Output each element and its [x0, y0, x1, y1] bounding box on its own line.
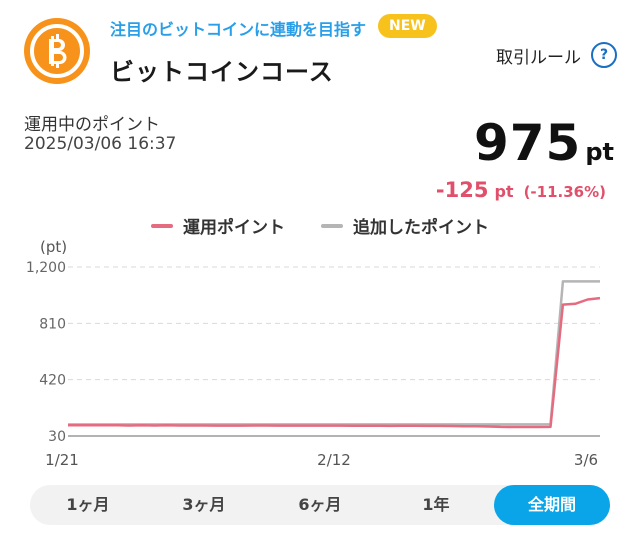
bitcoin-icon — [24, 18, 90, 84]
x-tick-label: 3/6 — [574, 451, 598, 469]
trading-rules-link[interactable]: 取引ルール ? — [496, 42, 617, 68]
trading-rules-label: 取引ルール — [496, 47, 581, 68]
change-unit: pt — [494, 182, 514, 201]
help-icon[interactable]: ? — [591, 42, 617, 68]
series-line-added — [68, 280, 600, 426]
y-tick-label: 1,200 — [26, 260, 66, 276]
legend-item-operating: 運用ポイント — [151, 213, 285, 238]
period-selector: 1ヶ月 3ヶ月 6ヶ月 1年 全期間 — [30, 485, 610, 525]
points-number: 975 — [473, 114, 582, 172]
points-label: 運用中のポイント — [24, 115, 160, 135]
change-percent: (-11.36%) — [523, 183, 606, 201]
points-line-chart: (pt) 1,200 810 420 30 1/21 2/12 3/6 — [26, 238, 601, 469]
y-tick-label: 30 — [48, 429, 66, 445]
x-tick-label: 1/21 — [45, 451, 79, 469]
tab-1-month[interactable]: 1ヶ月 — [66, 495, 110, 514]
legend-swatch-operating — [151, 223, 173, 228]
legend-item-added: 追加したポイント — [321, 213, 489, 238]
change-value: -125 — [435, 178, 489, 202]
new-badge: NEW — [378, 14, 437, 38]
course-tagline: 注目のビットコインに連動を目指す — [110, 20, 367, 39]
points-change: -125 pt (-11.36%) — [436, 178, 606, 202]
bitcoin-logo — [22, 16, 92, 86]
points-value: 975 pt — [474, 114, 614, 172]
tab-6-months[interactable]: 6ヶ月 — [298, 495, 342, 514]
series-line-operating — [68, 296, 601, 429]
course-title: ビットコインコース — [110, 58, 334, 86]
y-axis-unit-label: (pt) — [40, 238, 67, 256]
legend-label-operating: 運用ポイント — [183, 218, 285, 238]
tab-1-year[interactable]: 1年 — [422, 495, 450, 514]
chart-legend: 運用ポイント 追加したポイント — [0, 213, 640, 238]
y-tick-label: 420 — [39, 373, 66, 389]
legend-swatch-added — [321, 223, 343, 228]
timestamp: 2025/03/06 16:37 — [24, 134, 177, 154]
tab-3-months[interactable]: 3ヶ月 — [182, 495, 226, 514]
tab-all-time[interactable]: 全期間 — [494, 485, 610, 525]
y-tick-label: 810 — [39, 316, 66, 332]
legend-label-added: 追加したポイント — [353, 218, 489, 238]
x-tick-label: 2/12 — [317, 451, 351, 469]
points-unit: pt — [585, 138, 614, 166]
